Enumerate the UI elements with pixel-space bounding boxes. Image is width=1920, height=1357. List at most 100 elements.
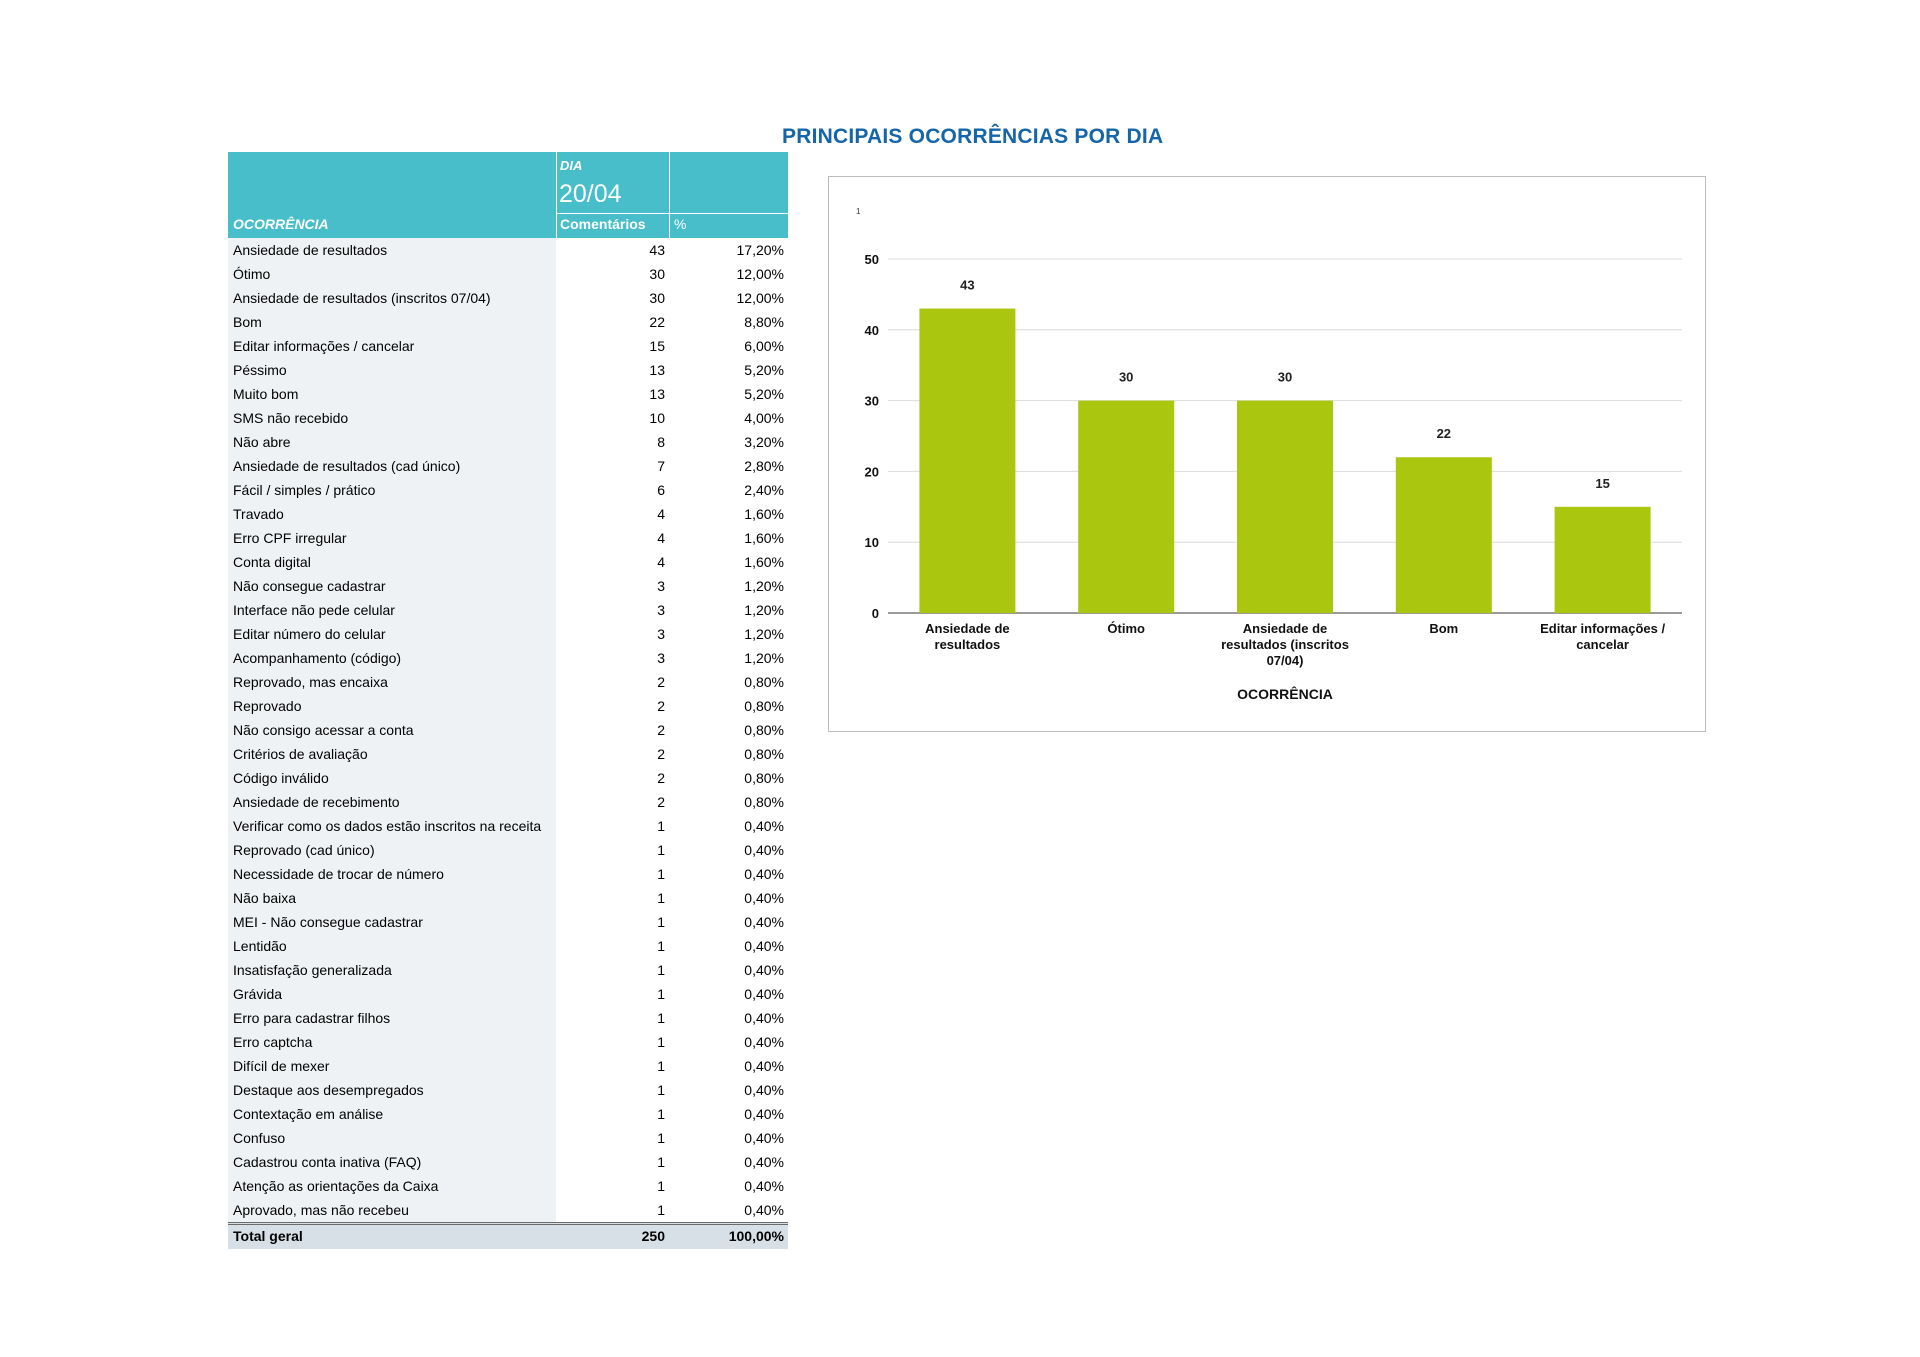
row-percent: 0,40% — [744, 1034, 784, 1050]
row-percent: 5,20% — [744, 362, 784, 378]
table-row: Acompanhamento (código) 3 1,20% — [228, 646, 788, 670]
table-row: Erro CPF irregular 4 1,60% — [228, 526, 788, 550]
row-count: 1 — [657, 818, 665, 834]
row-name: Lentidão — [228, 934, 556, 958]
row-name: Travado — [228, 502, 556, 526]
row-name: Reprovado (cad único) — [228, 838, 556, 862]
row-percent: 0,40% — [744, 1154, 784, 1170]
row-percent: 0,40% — [744, 1082, 784, 1098]
header-percent: % — [674, 216, 687, 232]
table-row: Muito bom 13 5,20% — [228, 382, 788, 406]
row-name: Ansiedade de resultados — [228, 238, 556, 262]
row-name: Erro CPF irregular — [228, 526, 556, 550]
row-percent: 1,20% — [744, 650, 784, 666]
table-row: Ansiedade de resultados (inscritos 07/04… — [228, 286, 788, 310]
row-percent: 0,80% — [744, 770, 784, 786]
row-count: 2 — [657, 770, 665, 786]
row-name: Insatisfação generalizada — [228, 958, 556, 982]
row-count: 1 — [657, 1178, 665, 1194]
row-count: 2 — [657, 674, 665, 690]
header-occurrence: OCORRÊNCIA — [233, 216, 329, 232]
row-count: 8 — [657, 434, 665, 450]
row-count: 6 — [657, 482, 665, 498]
row-count: 1 — [657, 962, 665, 978]
total-count: 250 — [641, 1228, 665, 1244]
row-name: Editar informações / cancelar — [228, 334, 556, 358]
row-name: Ótimo — [228, 262, 556, 286]
row-percent: 0,40% — [744, 1178, 784, 1194]
row-name: Não baixa — [228, 886, 556, 910]
table-row: Confuso 1 0,40% — [228, 1126, 788, 1150]
row-count: 1 — [657, 938, 665, 954]
row-count: 4 — [657, 530, 665, 546]
table-row: Ansiedade de resultados 43 17,20% — [228, 238, 788, 262]
row-percent: 17,20% — [736, 242, 784, 258]
bar-chart: 1 0 10 20 30 40 50 43 Ansiedade de resultados 30 Ót… — [828, 176, 1706, 732]
row-count: 1 — [657, 1034, 665, 1050]
row-name: Acompanhamento (código) — [228, 646, 556, 670]
row-name: Necessidade de trocar de número — [228, 862, 556, 886]
row-name: Ansiedade de resultados (cad único) — [228, 454, 556, 478]
table-row: Não baixa 1 0,40% — [228, 886, 788, 910]
total-label: Total geral — [233, 1228, 303, 1244]
table-row: Ótimo 30 12,00% — [228, 262, 788, 286]
x-axis-title: OCORRÊNCIA — [1237, 685, 1333, 702]
row-count: 1 — [657, 1202, 665, 1218]
row-name: Não consigo acessar a conta — [228, 718, 556, 742]
row-count: 2 — [657, 698, 665, 714]
row-count: 3 — [657, 650, 665, 666]
row-percent: 0,80% — [744, 674, 784, 690]
row-count: 1 — [657, 1106, 665, 1122]
row-count: 2 — [657, 746, 665, 762]
row-name: Erro captcha — [228, 1030, 556, 1054]
y-tick-label: 0 — [872, 606, 879, 621]
row-count: 1 — [657, 890, 665, 906]
table-row: Conta digital 4 1,60% — [228, 550, 788, 574]
y-tick-label: 40 — [865, 323, 879, 338]
table-row: Necessidade de trocar de número 1 0,40% — [228, 862, 788, 886]
row-percent: 0,40% — [744, 1058, 784, 1074]
table-row: Reprovado, mas encaixa 2 0,80% — [228, 670, 788, 694]
row-name: MEI - Não consegue cadastrar — [228, 910, 556, 934]
table-row: Não consegue cadastrar 3 1,20% — [228, 574, 788, 598]
bar — [1078, 400, 1175, 613]
row-percent: 0,40% — [744, 938, 784, 954]
data-label: 30 — [1278, 370, 1292, 385]
row-name: Grávida — [228, 982, 556, 1006]
row-count: 15 — [649, 338, 665, 354]
row-percent: 1,60% — [744, 530, 784, 546]
row-percent: 8,80% — [744, 314, 784, 330]
row-count: 1 — [657, 1082, 665, 1098]
row-percent: 0,40% — [744, 866, 784, 882]
total-percent: 100,00% — [728, 1228, 784, 1244]
row-name: Difícil de mexer — [228, 1054, 556, 1078]
row-count: 30 — [649, 266, 665, 282]
row-name: Destaque aos desempregados — [228, 1078, 556, 1102]
x-tick-label: Bom — [1429, 621, 1458, 636]
table-row: Aprovado, mas não recebeu 1 0,40% — [228, 1198, 788, 1222]
row-percent: 1,20% — [744, 602, 784, 618]
row-count: 1 — [657, 1058, 665, 1074]
row-name: Ansiedade de recebimento — [228, 790, 556, 814]
row-percent: 0,80% — [744, 794, 784, 810]
header-divider — [556, 152, 557, 238]
row-count: 1 — [657, 866, 665, 882]
table-row: Fácil / simples / prático 6 2,40% — [228, 478, 788, 502]
occurrence-table: DIA 20/04 OCORRÊNCIA Comentários % Ansie… — [228, 152, 788, 1249]
row-name: Editar número do celular — [228, 622, 556, 646]
header-divider — [669, 152, 670, 238]
data-label: 15 — [1595, 476, 1609, 491]
y-tick-label: 30 — [865, 394, 879, 409]
row-percent: 1,20% — [744, 578, 784, 594]
row-name: Atenção as orientações da Caixa — [228, 1174, 556, 1198]
bar — [919, 308, 1016, 613]
table-row: Editar informações / cancelar 15 6,00% — [228, 334, 788, 358]
row-count: 1 — [657, 914, 665, 930]
row-count: 3 — [657, 626, 665, 642]
table-row: Interface não pede celular 3 1,20% — [228, 598, 788, 622]
row-percent: 4,00% — [744, 410, 784, 426]
row-name: Conta digital — [228, 550, 556, 574]
row-percent: 0,80% — [744, 722, 784, 738]
row-percent: 0,40% — [744, 1130, 784, 1146]
chart-corner-mark: 1 — [856, 207, 861, 216]
